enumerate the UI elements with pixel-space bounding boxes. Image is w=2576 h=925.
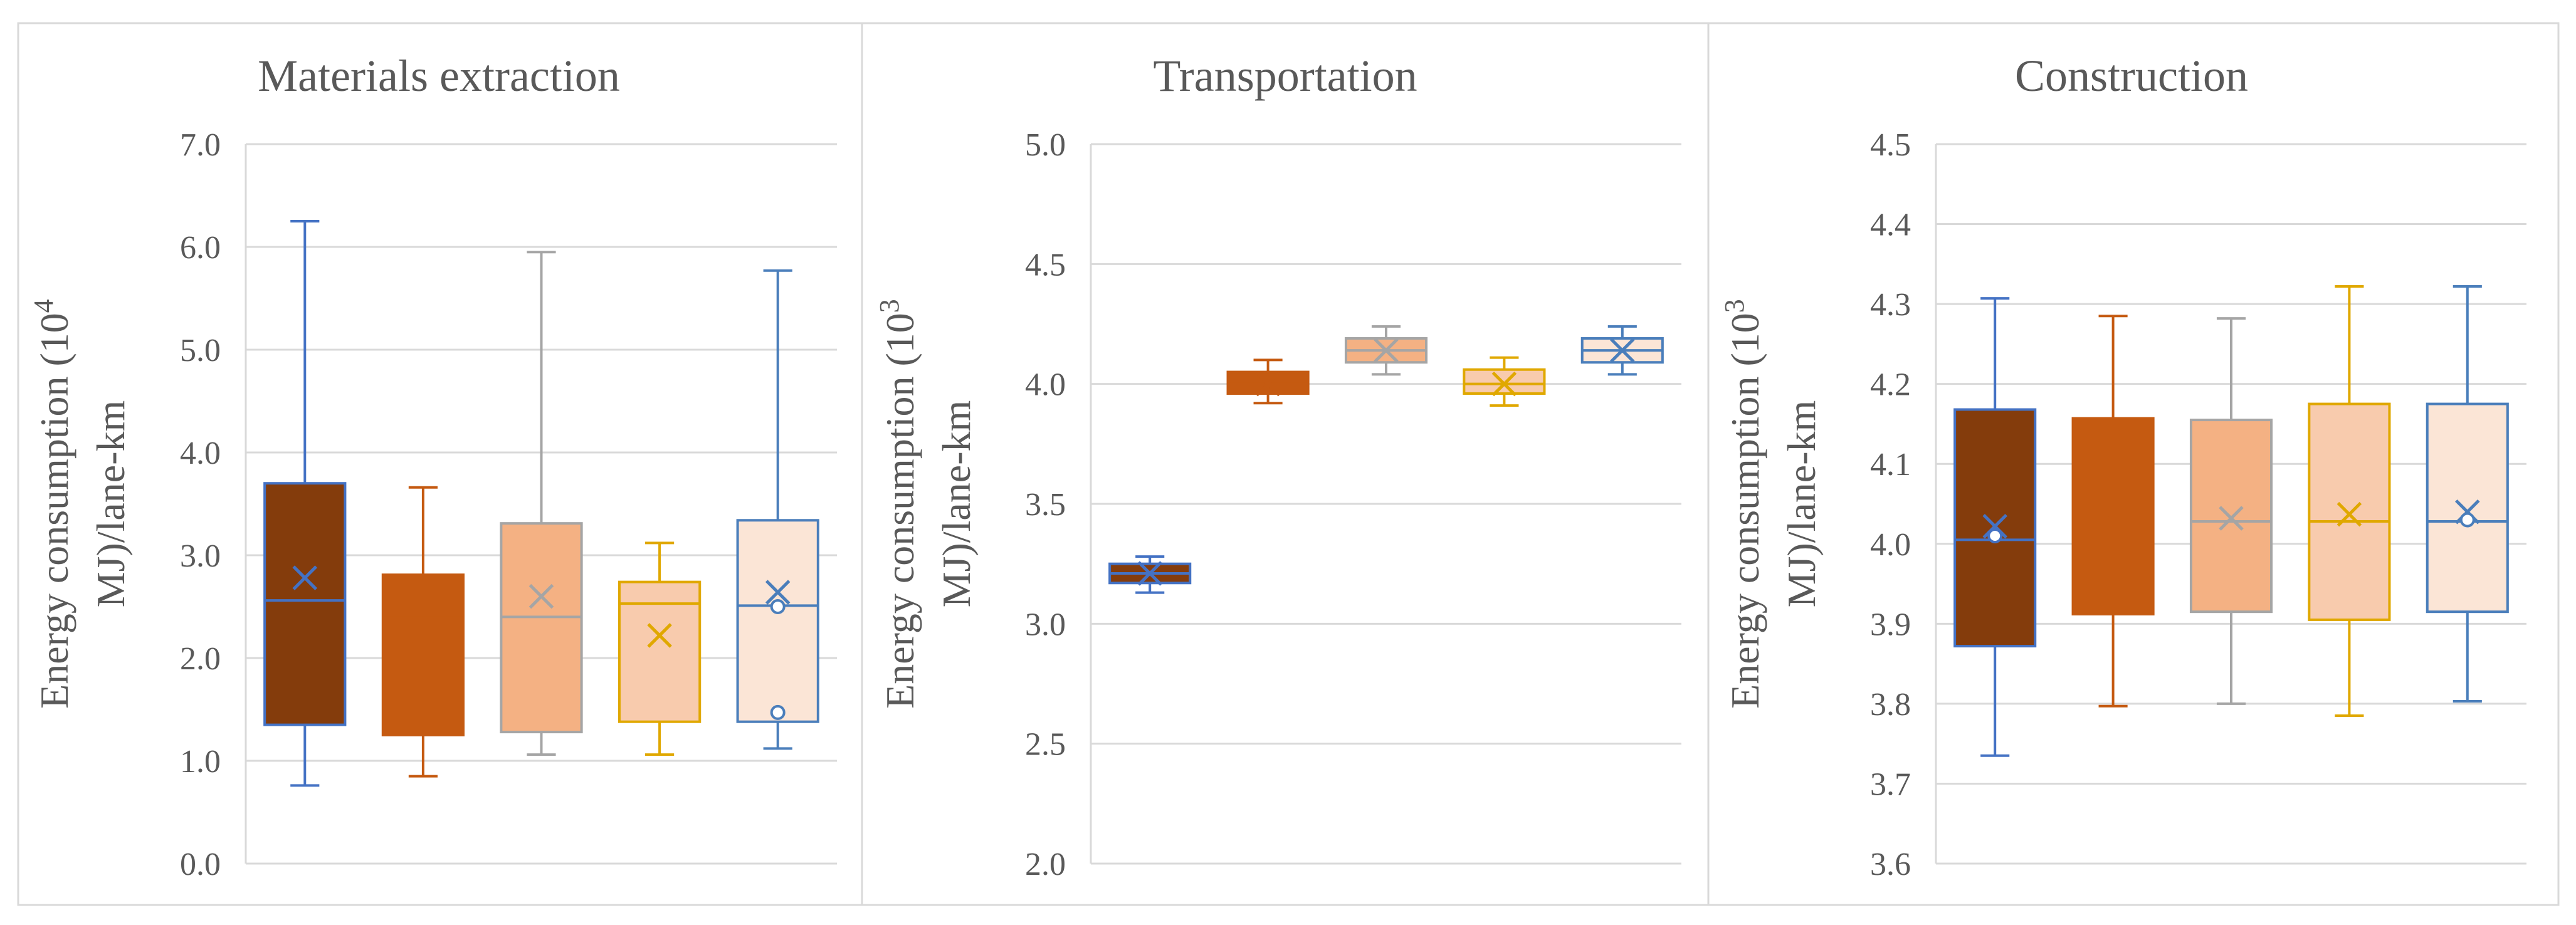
- outlier-point: [1987, 528, 2003, 544]
- box-2: [381, 486, 465, 778]
- mean-marker: [1374, 338, 1399, 363]
- mean-marker: [1255, 371, 1281, 397]
- mean-marker: [1491, 371, 1517, 397]
- y-axis-title-line2: MJ)/lane-km: [88, 400, 133, 608]
- y-tick-label: 6.0: [180, 230, 221, 266]
- box-3: [2189, 317, 2273, 705]
- box-iqr: [2426, 402, 2509, 614]
- mean-marker: [2219, 506, 2244, 531]
- y-axis-title-line2: MJ)/lane-km: [934, 400, 979, 608]
- y-tick-label: 4.5: [1870, 127, 1911, 163]
- box-5: [2426, 285, 2509, 703]
- y-tick-label: 3.5: [1025, 487, 1066, 523]
- y-tick-label: 2.0: [1025, 847, 1066, 882]
- panel-2: Transportation 2.0 2.5 3.0 3.5 4.0 4.5 5.0 Energ…: [874, 51, 1681, 882]
- mean-marker: [292, 565, 318, 590]
- y-axis-title-line2: MJ)/lane-km: [1779, 400, 1824, 608]
- box-1: [1108, 555, 1192, 594]
- box-iqr: [1463, 368, 1546, 395]
- y-tick-label: 4.4: [1870, 207, 1911, 243]
- y-axis-title-line1: Energy consumption (104: [28, 299, 76, 709]
- box-iqr: [381, 573, 465, 736]
- panel-title: Transportation: [1153, 51, 1417, 101]
- box-3: [1344, 325, 1428, 376]
- mean-marker: [528, 583, 554, 609]
- box-iqr: [500, 522, 583, 734]
- y-tick-label: 3.6: [1870, 847, 1911, 882]
- box-4: [618, 541, 702, 756]
- box-iqr: [263, 482, 347, 726]
- outlier-point: [770, 704, 786, 720]
- box-5: [1580, 325, 1664, 376]
- panel-title: Construction: [2015, 51, 2248, 101]
- mean-marker: [1137, 561, 1162, 586]
- panel-1: Materials extraction 0.0 1.0 2.0 3.0 4.0 5.0 6.…: [28, 51, 837, 882]
- y-tick-label: 4.0: [180, 436, 221, 471]
- y-tick-label: 5.0: [1025, 127, 1066, 163]
- box-1: [263, 220, 347, 787]
- y-tick-label: 4.0: [1870, 527, 1911, 563]
- outlier-point: [2459, 512, 2475, 528]
- y-axis-title-line1: Energy consumption (103: [1719, 299, 1767, 709]
- y-tick-label: 4.2: [1870, 367, 1911, 403]
- y-tick-label: 4.1: [1870, 447, 1911, 483]
- panel-title: Materials extraction: [258, 51, 620, 101]
- y-tick-label: 4.3: [1870, 287, 1911, 323]
- y-tick-label: 3.0: [180, 538, 221, 574]
- box-iqr: [2071, 417, 2155, 616]
- box-3: [500, 251, 583, 756]
- y-tick-label: 4.0: [1025, 367, 1066, 403]
- y-axis-title-text: Energy consumption (10: [878, 313, 922, 709]
- y-axis-title-text: Energy consumption (10: [1723, 313, 1767, 709]
- mean-marker: [2337, 501, 2362, 527]
- box-2: [2071, 315, 2155, 708]
- y-axis-title-exponent: 3: [1719, 299, 1750, 313]
- y-axis-title-line1: Energy consumption (103: [874, 299, 922, 709]
- y-tick-label: 3.8: [1870, 687, 1911, 723]
- outlier-point: [770, 599, 786, 614]
- y-tick-label: 3.7: [1870, 766, 1911, 802]
- chart-panels: Materials extraction 0.0 1.0 2.0 3.0 4.0 5.0 6.…: [28, 51, 2526, 882]
- mean-marker: [1610, 338, 1635, 363]
- y-tick-label: 3.9: [1870, 607, 1911, 642]
- box-2: [1226, 358, 1310, 405]
- y-tick-label: 5.0: [180, 333, 221, 368]
- y-tick-label: 2.5: [1025, 727, 1066, 763]
- y-axis-title-text: Energy consumption (10: [32, 313, 76, 709]
- mean-marker: [647, 623, 672, 648]
- box-iqr: [736, 519, 819, 723]
- box-4: [2308, 285, 2391, 718]
- box-5: [736, 269, 819, 750]
- box-iqr: [2308, 402, 2391, 621]
- y-tick-label: 4.5: [1025, 247, 1066, 283]
- mean-marker: [2455, 499, 2480, 525]
- box-1: [1953, 297, 2037, 757]
- y-tick-label: 0.0: [180, 847, 221, 882]
- mean-marker: [765, 580, 791, 605]
- y-axis-title-exponent: 3: [874, 299, 905, 313]
- y-tick-label: 2.0: [180, 641, 221, 677]
- y-tick-label: 7.0: [180, 127, 221, 163]
- box-iqr: [1953, 408, 2037, 648]
- mean-marker: [1982, 513, 2007, 539]
- y-tick-label: 1.0: [180, 744, 221, 780]
- mean-marker: [411, 617, 436, 643]
- box-iqr: [618, 580, 702, 723]
- panel-3: Construction 3.6 3.7 3.8 3.9 4.0 4.1 4.2 4.3 4.4 4…: [1719, 51, 2526, 882]
- y-tick-label: 3.0: [1025, 607, 1066, 642]
- y-axis-title-exponent: 4: [28, 299, 59, 313]
- box-iqr: [2189, 419, 2273, 614]
- mean-marker: [2100, 506, 2126, 532]
- box-4: [1463, 356, 1546, 407]
